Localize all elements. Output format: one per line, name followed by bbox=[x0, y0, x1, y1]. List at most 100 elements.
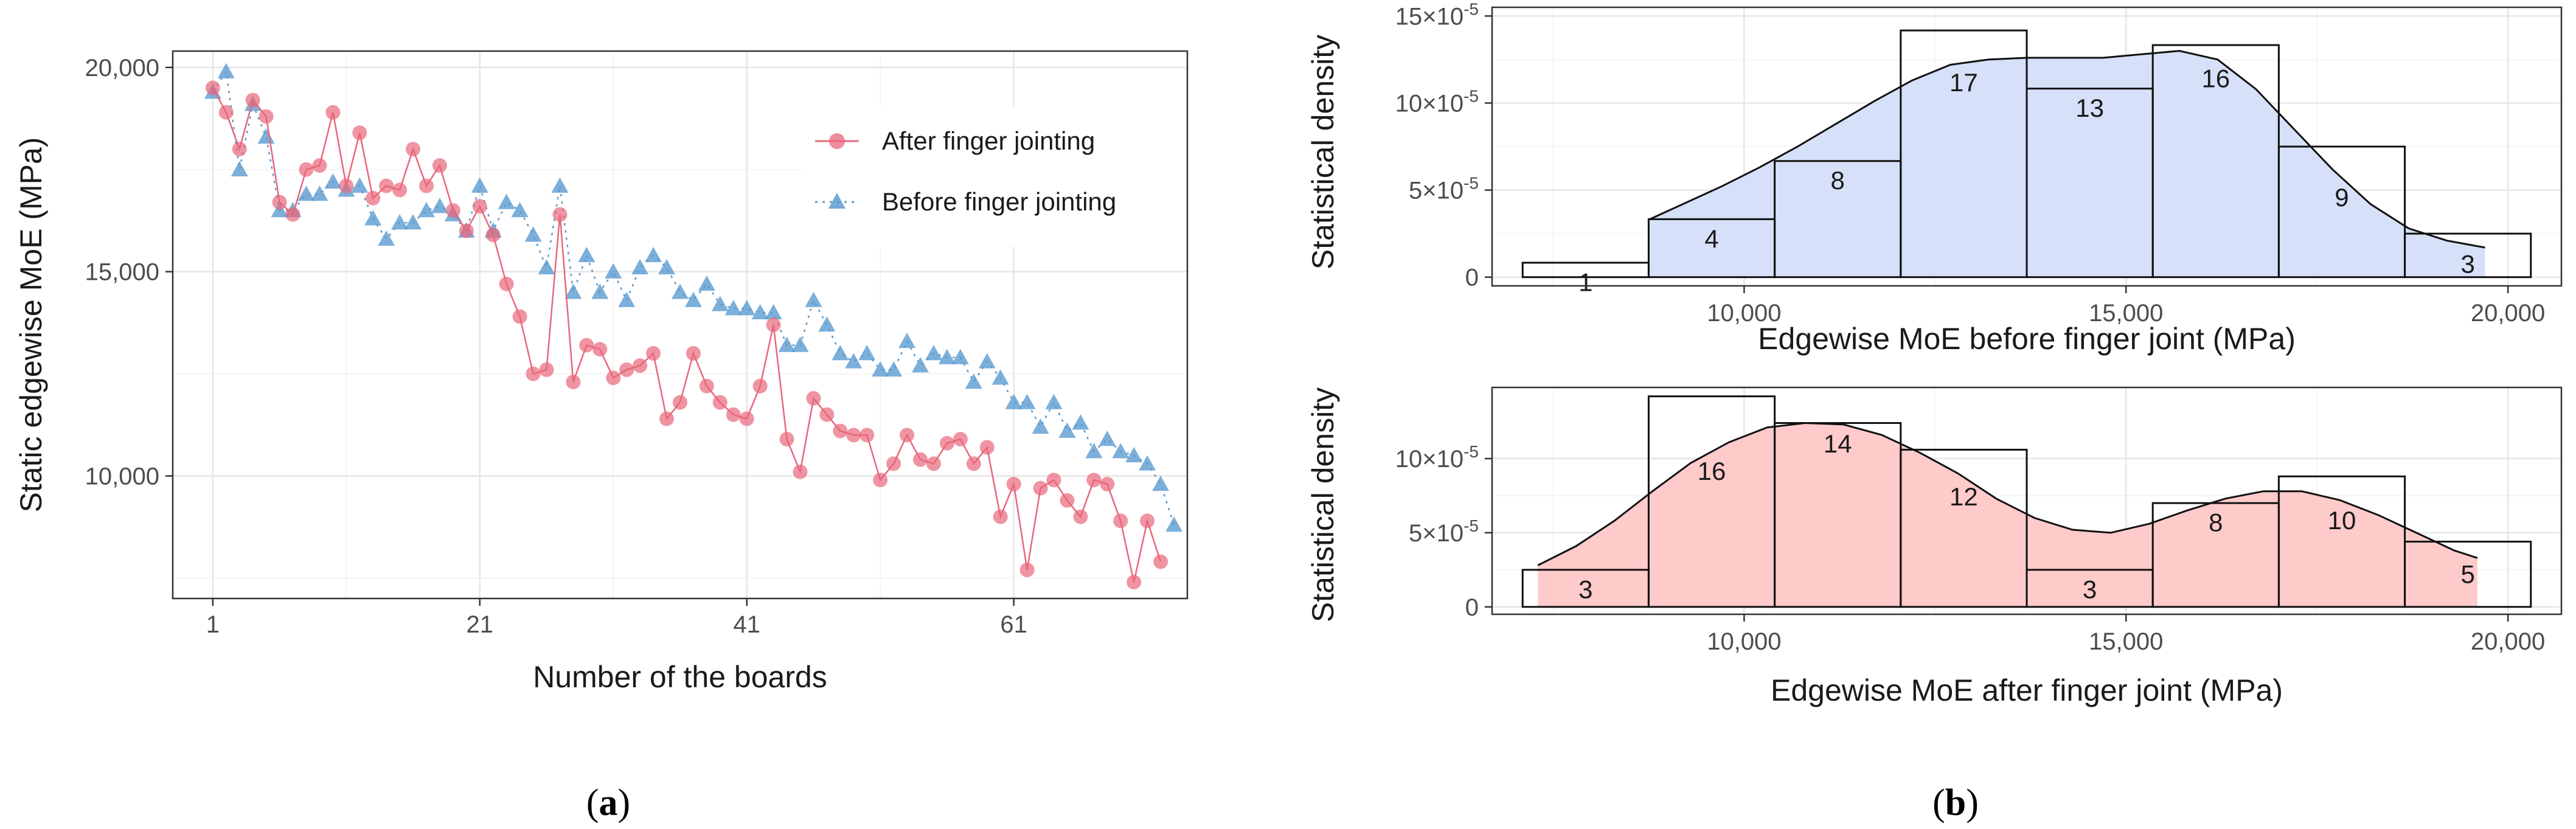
legend-after-circle-icon bbox=[829, 133, 845, 149]
chart-a-after-point bbox=[712, 395, 727, 410]
chart-a-after-point bbox=[1046, 473, 1061, 488]
chart-a-after-point bbox=[779, 432, 794, 447]
chart-b-top-ylabel: Statistical density bbox=[1306, 35, 1340, 269]
chart-a-xtick-label: 1 bbox=[206, 611, 220, 638]
chart-b-top-plot-border bbox=[1491, 6, 2563, 287]
chart-a-before-point bbox=[351, 177, 369, 193]
chart-a-xtick-label: 41 bbox=[733, 611, 760, 638]
chart-a-ytick-label: 20,000 bbox=[85, 55, 159, 82]
chart-a-before-point bbox=[938, 349, 956, 364]
chart-b-top-count-labels: 1 4 8 17 13 16 9 3 bbox=[1578, 64, 2475, 297]
chart-a-after-point bbox=[232, 142, 247, 157]
chart-a-after-point bbox=[499, 276, 514, 291]
svg-text:(a): (a) bbox=[586, 782, 630, 824]
chart-a-before-point bbox=[951, 349, 969, 364]
chart-a-before-point bbox=[378, 230, 395, 246]
chart-a-after-point bbox=[432, 158, 447, 173]
chart-a-after-point bbox=[819, 407, 835, 422]
bb-density-area bbox=[1538, 423, 2477, 607]
chart-a-before-point bbox=[698, 275, 715, 291]
chart-a-before-point bbox=[991, 369, 1009, 385]
chart-a-before-point bbox=[524, 226, 542, 242]
chart-a-before-point bbox=[1072, 414, 1089, 430]
panel-caption-b-letter: b bbox=[1945, 782, 1966, 824]
chart-a-after-point bbox=[526, 366, 541, 381]
chart-a-axes: 1 21 41 61 10,000 15,000 20,000 bbox=[85, 55, 1027, 638]
chart-a-before-point bbox=[858, 345, 876, 361]
bt-density-area bbox=[1648, 50, 2485, 277]
bt-bar bbox=[2277, 145, 2406, 279]
bb-xtick-label: 10,000 bbox=[1707, 628, 1781, 655]
chart-a-before-point bbox=[1005, 394, 1022, 409]
chart-a-before-point bbox=[778, 336, 796, 352]
chart-a-after-point bbox=[218, 105, 234, 120]
chart-a-after-point bbox=[552, 207, 568, 222]
chart-a-before-point bbox=[684, 291, 702, 307]
panel-caption-a: (a) bbox=[586, 782, 630, 824]
chart-a-after-point bbox=[419, 178, 434, 193]
chart-a-after-point bbox=[299, 162, 314, 177]
chart-a-before-point bbox=[925, 345, 942, 361]
legend-background bbox=[804, 107, 1185, 247]
chart-a-after-point bbox=[900, 428, 915, 443]
chart-a-after-point bbox=[592, 342, 608, 357]
legend-after-label: After finger jointing bbox=[882, 127, 1095, 155]
chart-b-top-density-fill bbox=[1648, 50, 2485, 277]
chart-a-after-point bbox=[512, 309, 527, 324]
chart-a-series-after bbox=[205, 80, 1168, 590]
chart-a-before-point bbox=[538, 258, 555, 275]
bb-ytick-label: 10×10-5 bbox=[1395, 442, 1479, 473]
chart-b-top-histogram: 1 4 8 17 13 16 9 3 10,000 15,000 20,000 0 5×10-5 10×… bbox=[1306, 0, 2563, 356]
chart-a-after-point bbox=[272, 195, 287, 210]
chart-a-after-point bbox=[993, 509, 1008, 524]
bb-count-label: 14 bbox=[1824, 429, 1852, 458]
bt-bar bbox=[2404, 232, 2532, 279]
chart-a-before-point bbox=[471, 177, 488, 193]
chart-a-before-point bbox=[831, 345, 849, 361]
chart-a-after-point bbox=[1140, 513, 1155, 529]
chart-a-xtick-label: 61 bbox=[1000, 611, 1027, 638]
chart-a-before-point bbox=[751, 304, 769, 320]
chart-a-after-point bbox=[659, 411, 675, 426]
bt-count-label: 1 bbox=[1578, 268, 1592, 296]
chart-a-before-point bbox=[1152, 475, 1170, 491]
chart-a-before-point bbox=[1018, 394, 1036, 409]
chart-a-after-point bbox=[1100, 476, 1115, 491]
chart-a-after-point bbox=[739, 411, 754, 426]
chart-a-before-point bbox=[872, 361, 889, 377]
chart-a-before-point bbox=[724, 300, 742, 316]
chart-a-before-point bbox=[297, 186, 315, 201]
bb-count-label: 5 bbox=[2460, 560, 2474, 589]
chart-a-before-point bbox=[885, 361, 903, 377]
chart-a-line-plot: 1 21 41 61 10,000 15,000 20,000 Number of the … bbox=[14, 50, 1189, 694]
chart-a-before-point bbox=[1125, 446, 1143, 463]
chart-a-after-point bbox=[352, 125, 367, 140]
chart-a-after-point bbox=[1127, 575, 1142, 590]
bt-count-label: 8 bbox=[1831, 166, 1845, 195]
chart-a-plot-border bbox=[172, 50, 1189, 600]
chart-a-after-point bbox=[485, 227, 501, 243]
chart-a-after-point bbox=[1073, 509, 1088, 524]
panel-caption-b: (b) bbox=[1932, 782, 1979, 824]
bb-xtick-label: 20,000 bbox=[2471, 628, 2545, 655]
chart-a-after-point bbox=[806, 390, 821, 406]
bb-xtick-label: 15,000 bbox=[2089, 628, 2163, 655]
chart-b-bottom-density-fill bbox=[1538, 423, 2477, 607]
chart-a-after-point bbox=[633, 358, 648, 373]
chart-a-after-point bbox=[472, 199, 487, 214]
chart-a-after-point bbox=[846, 428, 861, 443]
chart-a-after-point bbox=[1033, 480, 1048, 496]
bt-count-label: 9 bbox=[2335, 183, 2349, 212]
chart-a-before-point bbox=[404, 214, 422, 230]
chart-a-after-point bbox=[539, 362, 554, 377]
chart-a-after-point bbox=[766, 317, 781, 332]
svg-text:(b): (b) bbox=[1932, 782, 1979, 824]
chart-a-after-point bbox=[793, 464, 808, 479]
chart-a-before-point bbox=[978, 353, 996, 369]
chart-a-before-point bbox=[564, 283, 582, 299]
bt-ytick-label: 0 bbox=[1465, 265, 1479, 291]
chart-a-after-point bbox=[606, 370, 621, 386]
chart-a-after-point bbox=[926, 456, 941, 471]
